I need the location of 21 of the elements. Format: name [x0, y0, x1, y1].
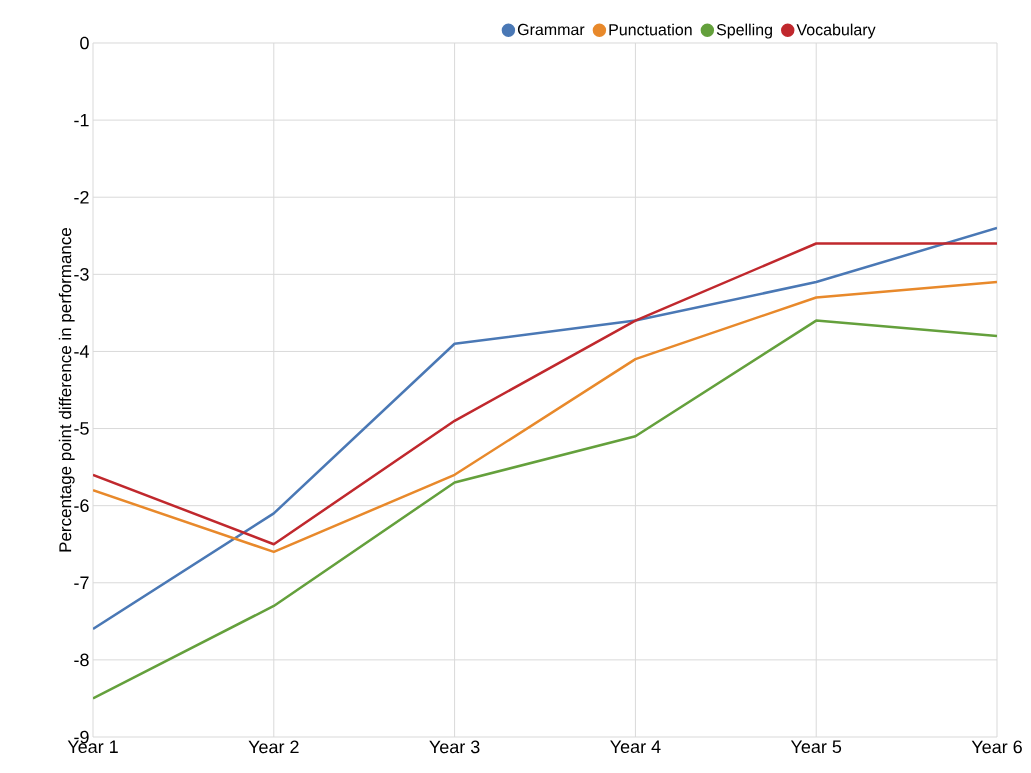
x-tick-label: Year 3	[429, 740, 480, 754]
y-tick-label: -5	[74, 422, 89, 435]
y-tick-label: -4	[74, 345, 89, 358]
x-tick-label: Year 4	[610, 740, 661, 754]
legend-label: Punctuation	[609, 23, 692, 36]
y-tick-label: -6	[74, 499, 89, 513]
legend-label: Grammar	[517, 23, 585, 36]
x-tick-label: Year 6	[971, 740, 1022, 754]
y-tick-label: 0	[80, 36, 89, 50]
y-tick-label: -8	[74, 653, 89, 667]
x-tick-label: Year 2	[248, 740, 299, 754]
y-tick-label: -7	[74, 576, 89, 589]
y-tick-label: -2	[74, 190, 89, 204]
y-tick-label: -3	[74, 267, 89, 281]
x-tick-label: Year 5	[790, 740, 842, 754]
y-axis-title: Percentage point difference in performance	[58, 227, 75, 552]
y-tick-label: -1	[74, 113, 89, 127]
legend-label: Vocabulary	[796, 23, 876, 39]
line-series	[93, 226, 998, 631]
line-series	[93, 319, 998, 700]
legend-label: Spelling	[716, 23, 772, 39]
